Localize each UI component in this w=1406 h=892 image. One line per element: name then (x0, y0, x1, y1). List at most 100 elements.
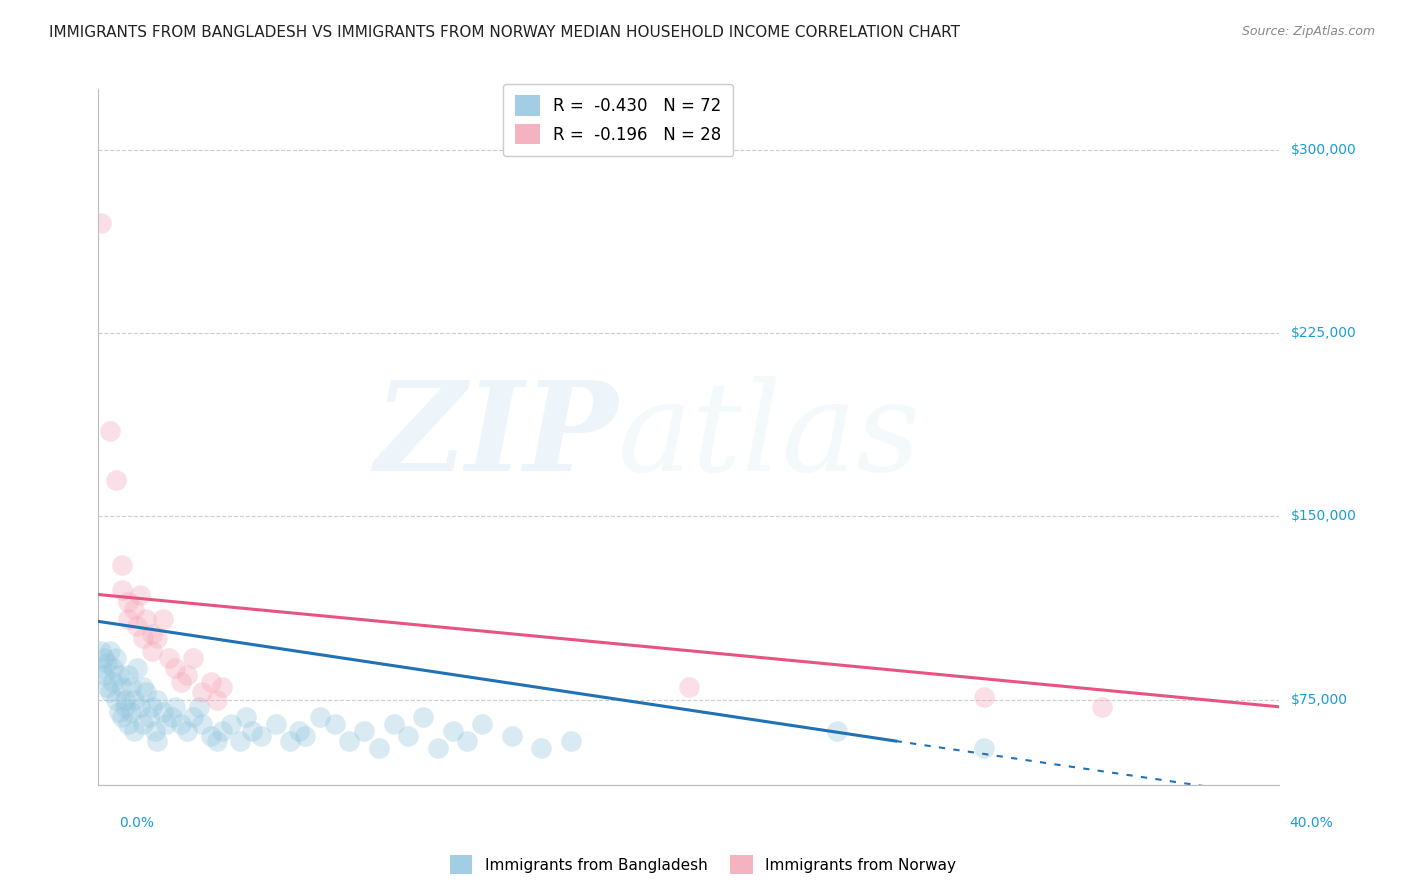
Point (294, 729, 316, 743)
Legend: Immigrants from Bangladesh, Immigrants from Norway: Immigrants from Bangladesh, Immigrants f… (443, 849, 963, 880)
Point (108, 705, 131, 719)
Point (111, 709, 134, 723)
Point (181, 651, 204, 665)
Point (187, 699, 209, 714)
Point (93, 651, 115, 665)
Text: IMMIGRANTS FROM BANGLADESH VS IMMIGRANTS FROM NORWAY MEDIAN HOUSEHOLD INCOME COR: IMMIGRANTS FROM BANGLADESH VS IMMIGRANTS… (49, 25, 960, 40)
Text: $300,000: $300,000 (1291, 144, 1357, 157)
Point (412, 709, 434, 723)
Point (170, 717, 193, 731)
Point (427, 741, 450, 756)
Point (128, 699, 150, 714)
Point (132, 681, 155, 695)
Text: 40.0%: 40.0% (1289, 816, 1333, 830)
Point (105, 473, 128, 487)
Point (221, 717, 243, 731)
Point (125, 619, 148, 633)
Point (973, 690, 995, 704)
Point (122, 724, 145, 739)
Point (530, 741, 553, 756)
Point (973, 741, 995, 756)
Point (98, 424, 121, 438)
Point (162, 709, 183, 723)
Point (200, 729, 222, 743)
Point (181, 709, 204, 723)
Point (250, 729, 273, 743)
Point (155, 717, 177, 731)
Point (96, 656, 118, 670)
Point (122, 602, 145, 616)
Point (560, 734, 582, 748)
Point (152, 705, 174, 719)
Point (205, 734, 228, 748)
Point (280, 734, 302, 748)
Point (353, 724, 375, 739)
Point (165, 661, 187, 675)
Point (152, 612, 174, 626)
Point (143, 724, 166, 739)
Point (176, 724, 198, 739)
Point (98, 685, 121, 699)
Text: ZIP: ZIP (374, 376, 619, 498)
Point (441, 724, 464, 739)
Point (501, 729, 523, 743)
Point (120, 705, 142, 719)
Point (117, 717, 139, 731)
Point (117, 595, 139, 609)
Legend: R =  -0.430   N = 72, R =  -0.196   N = 28: R = -0.430 N = 72, R = -0.196 N = 28 (503, 84, 733, 156)
Point (117, 612, 139, 626)
Point (211, 724, 233, 739)
Point (90, 643, 112, 657)
Point (146, 632, 169, 646)
Point (471, 717, 494, 731)
Point (125, 661, 148, 675)
Point (176, 668, 198, 682)
Point (382, 717, 405, 731)
Point (235, 709, 257, 723)
Point (825, 724, 848, 739)
Point (170, 675, 193, 690)
Point (117, 668, 139, 682)
Text: $225,000: $225,000 (1291, 326, 1357, 341)
Point (141, 699, 163, 714)
Point (339, 734, 361, 748)
Point (264, 717, 287, 731)
Point (141, 643, 163, 657)
Text: Source: ZipAtlas.com: Source: ZipAtlas.com (1241, 25, 1375, 38)
Point (135, 612, 157, 626)
Point (323, 717, 346, 731)
Point (90, 661, 112, 675)
Point (309, 709, 332, 723)
Point (128, 588, 150, 602)
Point (678, 681, 700, 695)
Point (1091, 699, 1114, 714)
Point (288, 724, 311, 739)
Point (108, 668, 131, 682)
Point (105, 692, 128, 706)
Point (122, 692, 145, 706)
Point (368, 741, 391, 756)
Point (146, 734, 169, 748)
Point (211, 681, 233, 695)
Point (114, 692, 136, 706)
Point (165, 699, 187, 714)
Point (120, 681, 142, 695)
Text: atlas: atlas (619, 376, 921, 498)
Point (457, 734, 479, 748)
Point (146, 692, 169, 706)
Point (205, 692, 228, 706)
Point (229, 734, 252, 748)
Point (90, 217, 112, 231)
Point (111, 681, 134, 695)
Point (157, 651, 180, 665)
Point (191, 685, 214, 699)
Point (240, 724, 263, 739)
Point (96, 681, 118, 695)
Text: $75,000: $75,000 (1291, 692, 1347, 706)
Text: $150,000: $150,000 (1291, 509, 1357, 524)
Point (191, 717, 214, 731)
Point (114, 699, 136, 714)
Point (138, 709, 160, 723)
Point (103, 661, 125, 675)
Point (98, 643, 121, 657)
